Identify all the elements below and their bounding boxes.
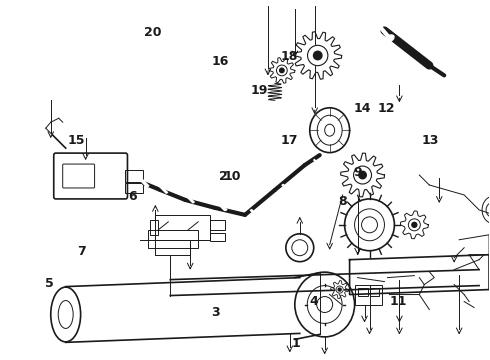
Circle shape (336, 286, 343, 293)
Text: 15: 15 (68, 134, 85, 147)
Bar (155, 215, 210, 240)
Circle shape (308, 45, 328, 66)
Circle shape (314, 51, 322, 60)
Text: 10: 10 (224, 170, 242, 183)
Bar (150, 220, 158, 235)
Text: 14: 14 (353, 102, 371, 115)
Bar (369, 288, 379, 296)
Text: 19: 19 (251, 84, 269, 97)
Text: 9: 9 (353, 166, 362, 179)
Text: 16: 16 (212, 55, 229, 68)
Circle shape (280, 68, 284, 73)
Text: 1: 1 (292, 337, 301, 350)
Circle shape (354, 166, 371, 184)
Bar (125, 183, 144, 193)
Bar (148, 230, 198, 248)
Text: 2: 2 (219, 170, 227, 183)
Text: 8: 8 (338, 195, 347, 208)
Text: 5: 5 (46, 278, 54, 291)
Circle shape (338, 288, 341, 291)
Circle shape (362, 217, 377, 233)
Text: 17: 17 (280, 134, 298, 147)
Bar (355, 285, 383, 305)
Text: 3: 3 (211, 306, 220, 319)
Circle shape (408, 219, 420, 231)
Text: 7: 7 (77, 245, 86, 258)
Ellipse shape (385, 35, 394, 42)
Circle shape (359, 171, 367, 179)
Bar (358, 288, 368, 296)
Text: 4: 4 (309, 296, 318, 309)
Text: 20: 20 (144, 27, 161, 40)
Circle shape (412, 222, 417, 227)
Text: 18: 18 (280, 50, 297, 63)
Bar (210, 220, 225, 230)
Bar (210, 233, 225, 241)
Bar (125, 170, 144, 182)
Text: 11: 11 (390, 296, 408, 309)
Circle shape (276, 65, 287, 76)
Text: 6: 6 (128, 190, 137, 203)
Text: 13: 13 (422, 134, 439, 147)
Text: 12: 12 (378, 102, 395, 115)
